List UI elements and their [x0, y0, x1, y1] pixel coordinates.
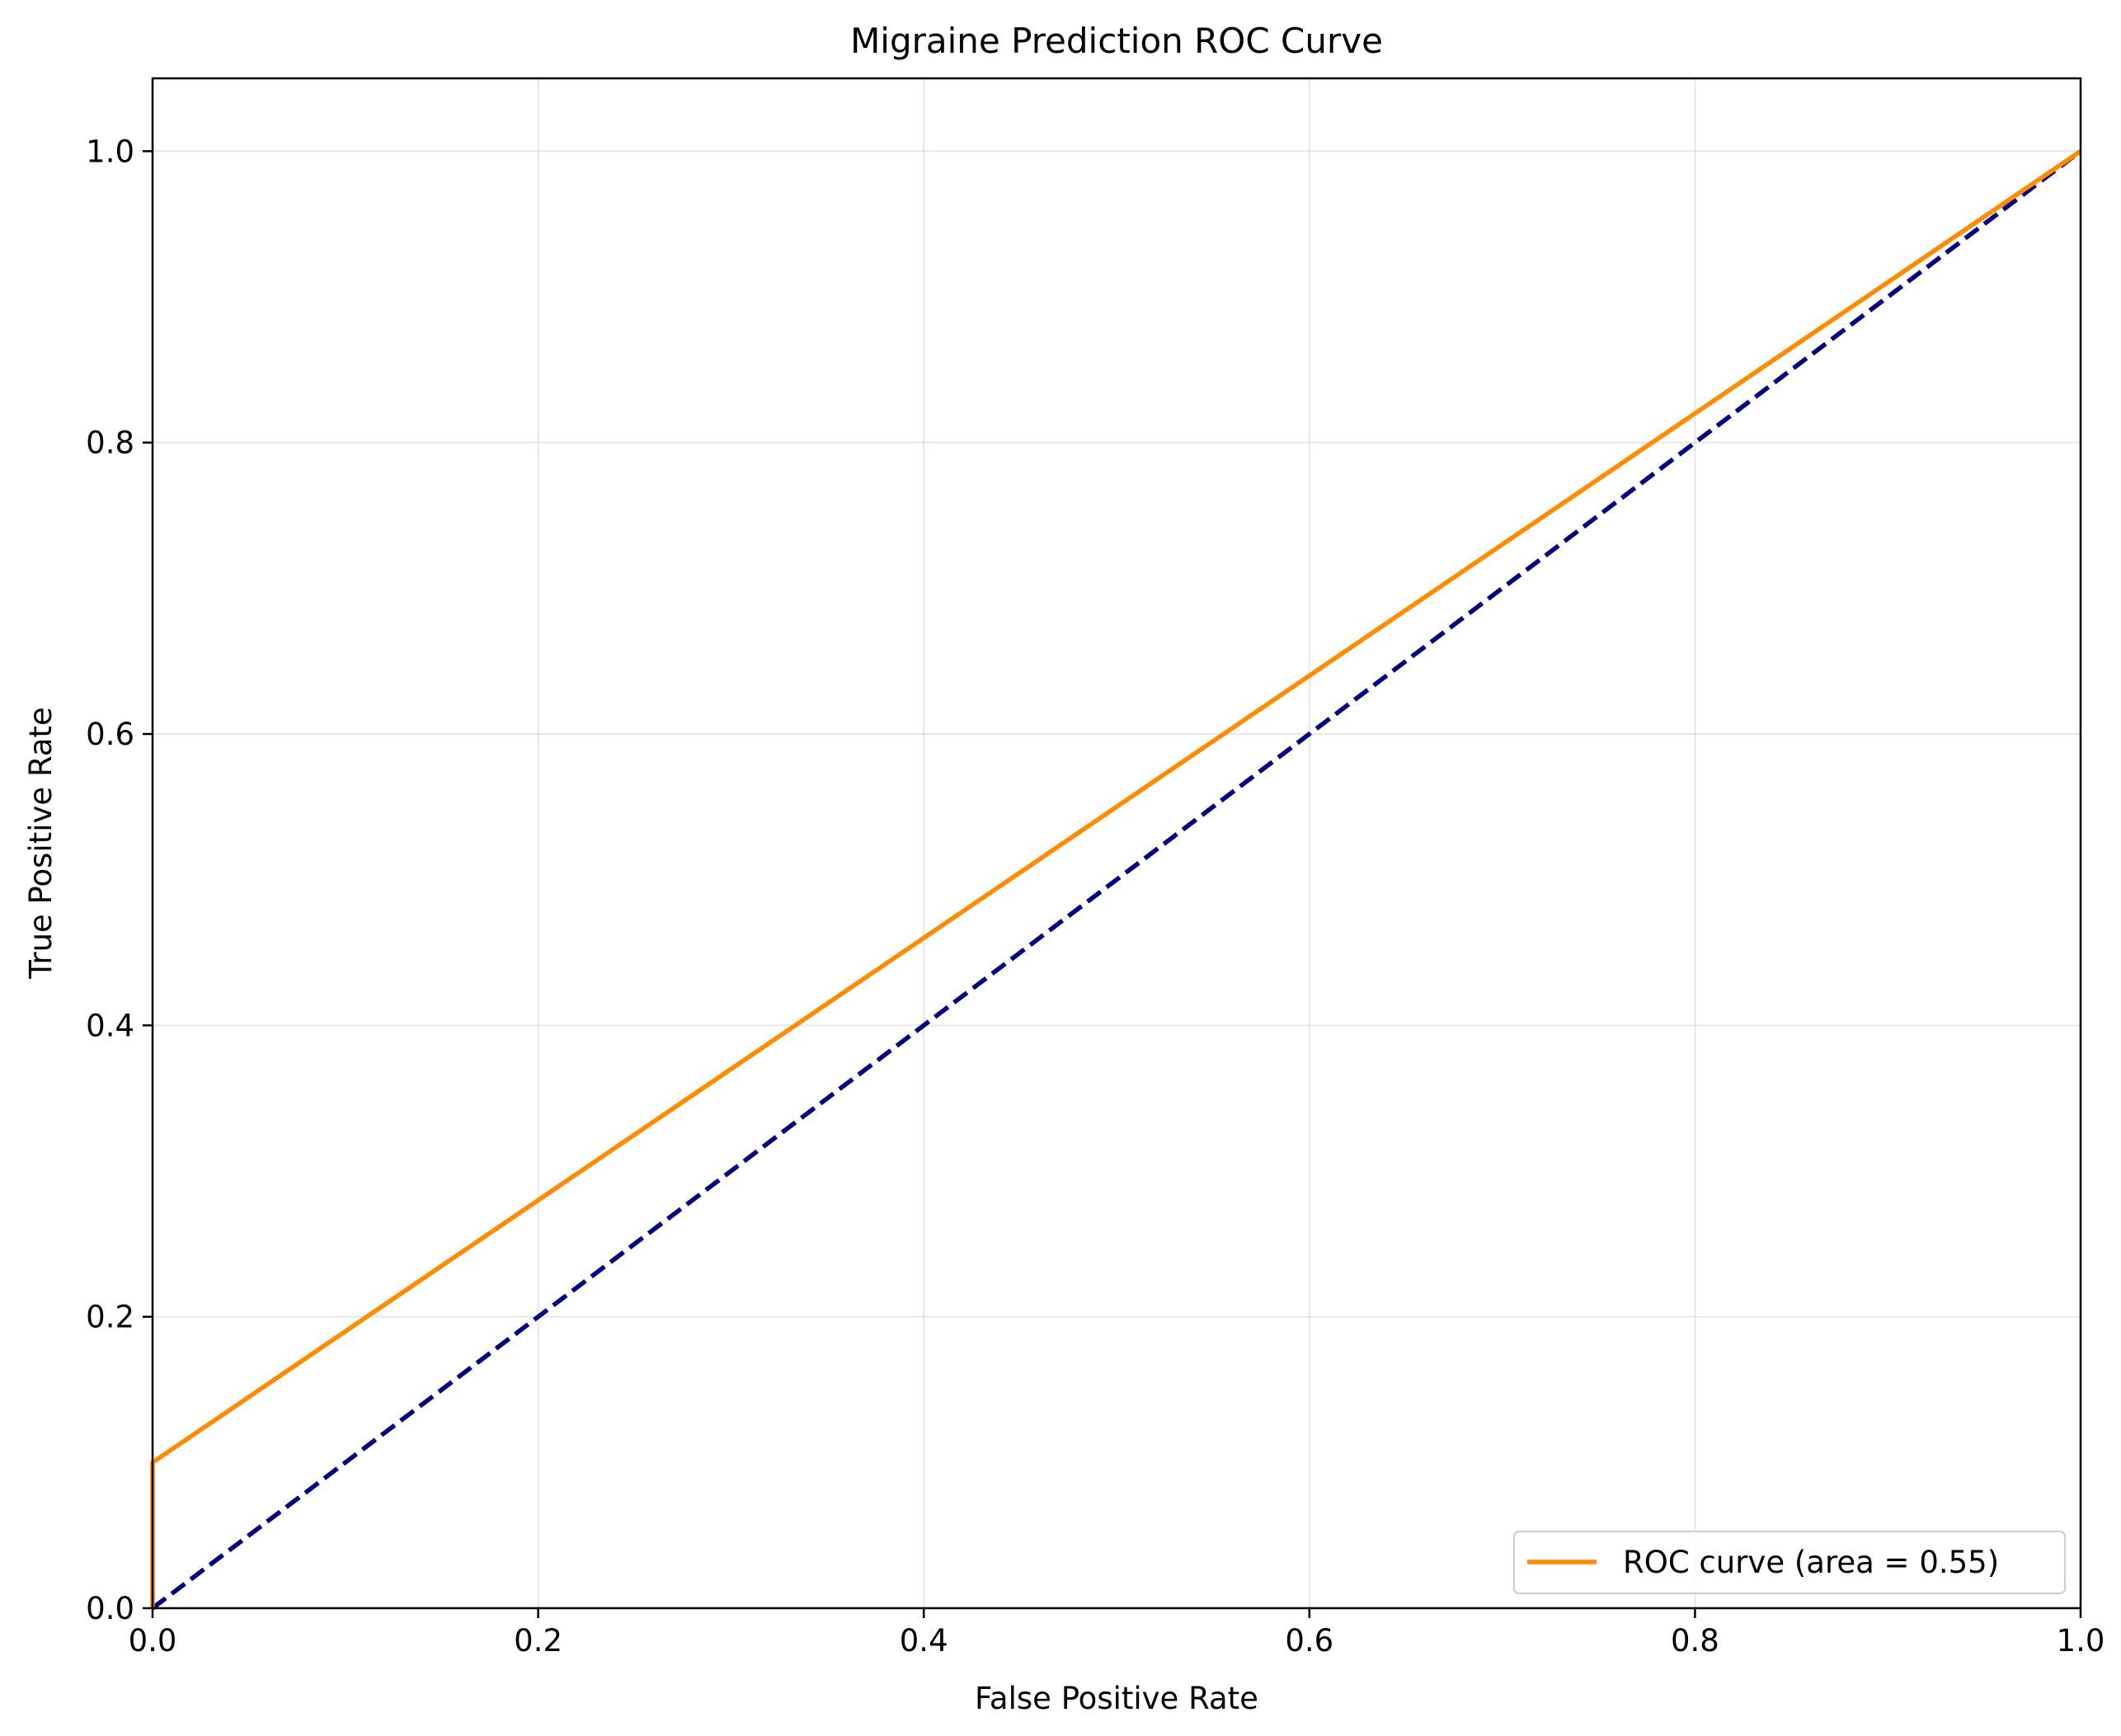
y-axis-label: True Positive Rate [23, 707, 59, 980]
chance-diagonal-line [151, 149, 2082, 1611]
y-tick-label: 1.0 [86, 134, 134, 169]
chart-title: Migraine Prediction ROC Curve [850, 21, 1383, 61]
axes-frame [151, 77, 2082, 1610]
x-tick-label: 0.6 [1285, 1623, 1333, 1658]
x-tick-label: 1.0 [2057, 1623, 2105, 1658]
x-tick-label: 0.8 [1671, 1623, 1719, 1658]
y-tick-label: 0.0 [86, 1591, 134, 1626]
y-tick-label: 0.4 [86, 1008, 134, 1043]
y-tick-label: 0.8 [86, 426, 134, 461]
x-axis-label: False Positive Rate [975, 1681, 1258, 1716]
y-tick-label: 0.2 [86, 1300, 134, 1335]
axis-ticks: 0.0 0.2 0.4 0.6 0.8 1.0 0.0 0.2 0.4 0.6 0.8 1.0 [86, 134, 2105, 1658]
y-tick-label: 0.6 [86, 717, 134, 752]
x-tick-label: 0.0 [129, 1623, 177, 1658]
legend-label-roc: ROC curve (area = 0.55) [1623, 1545, 1999, 1580]
legend-box [1513, 1531, 2066, 1594]
x-tick-label: 0.4 [900, 1623, 948, 1658]
legend: ROC curve (area = 0.55) [1513, 1531, 2066, 1594]
x-tick-label: 0.2 [514, 1623, 562, 1658]
